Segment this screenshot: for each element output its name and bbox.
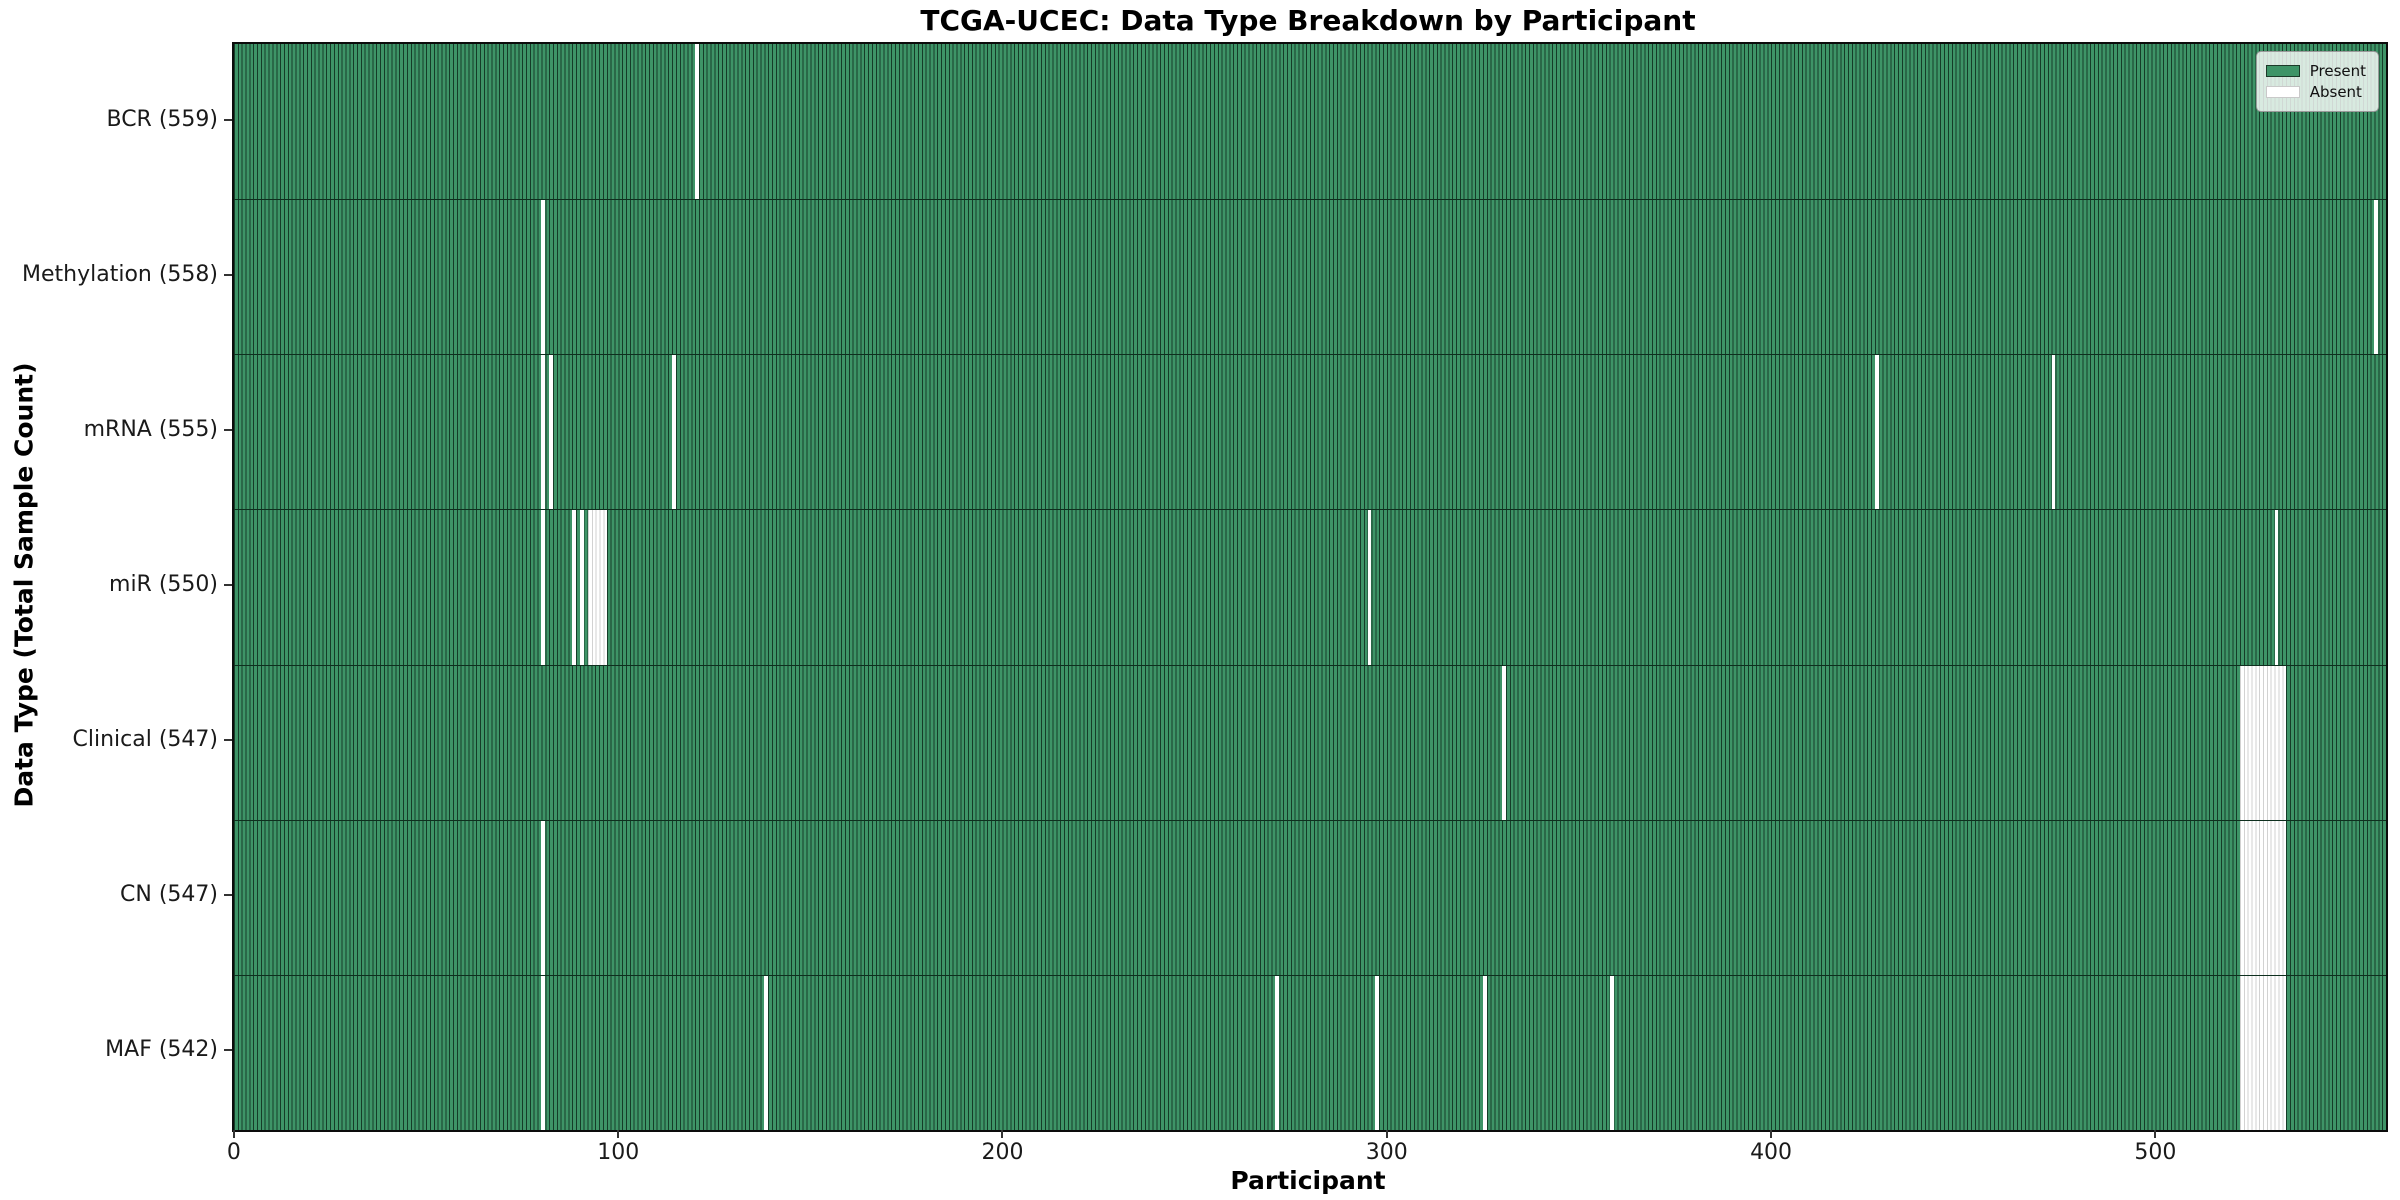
absent-gap [1275, 975, 1280, 1130]
absent-gap [2239, 665, 2287, 820]
y-tick-label: MAF (542) [105, 1037, 218, 1063]
absent-gap [541, 510, 546, 665]
row-clinical [234, 664, 2386, 820]
absent-gap [579, 510, 584, 665]
row-mir [234, 509, 2386, 665]
plot-area: Present Absent [232, 42, 2388, 1132]
x-tick-mark [1770, 1130, 1773, 1138]
x-tick-mark [1001, 1130, 1004, 1138]
absent-gap [541, 975, 546, 1130]
absent-gap [1609, 975, 1614, 1130]
y-tick-mark [224, 894, 232, 897]
absent-gap [541, 200, 546, 355]
y-tick-mark [224, 739, 232, 742]
legend-entry-present: Present [2265, 62, 2366, 80]
y-tick-label: mRNA (555) [83, 416, 218, 442]
absent-gap [1482, 975, 1487, 1130]
row-cn [234, 819, 2386, 975]
y-tick-mark [224, 1049, 232, 1052]
absent-gap [1367, 510, 1372, 665]
y-tick-mark [224, 118, 232, 121]
absent-gap [541, 820, 546, 975]
absent-gap [2374, 200, 2379, 355]
x-tick-label: 400 [1750, 1140, 1793, 1165]
x-axis-label: Participant [1230, 1166, 1386, 1195]
y-tick-label: miR (550) [109, 572, 218, 597]
absent-gap [549, 355, 553, 510]
y-tick-label: CN (547) [120, 882, 218, 908]
x-tick-mark [2154, 1130, 2157, 1138]
legend: Present Absent [2255, 51, 2379, 112]
row-mrna [234, 354, 2386, 510]
legend-label: Absent [2309, 83, 2362, 101]
y-tick-label: Clinical (547) [72, 727, 218, 753]
x-tick-label: 500 [2134, 1140, 2177, 1165]
y-tick-mark [224, 273, 232, 276]
absent-gap [695, 44, 699, 200]
x-tick-label: 200 [981, 1140, 1024, 1165]
y-tick-label: BCR (559) [106, 106, 218, 132]
legend-swatch-absent [2265, 86, 2300, 98]
absent-gap [1874, 355, 1879, 510]
absent-gap [2274, 510, 2279, 665]
absent-gap [672, 355, 676, 510]
absent-gap [764, 975, 769, 1130]
absent-gap [1502, 665, 1506, 820]
row-methylation [234, 199, 2386, 355]
legend-entry-absent: Absent [2265, 83, 2366, 101]
y-tick-label: Methylation (558) [22, 261, 218, 287]
x-tick-label: 100 [597, 1140, 640, 1165]
absent-gap [2239, 975, 2287, 1130]
row-bcr [234, 44, 2386, 200]
row-maf [234, 974, 2386, 1130]
absent-gap [1375, 975, 1380, 1130]
absent-gap [2051, 355, 2056, 510]
absent-gap [572, 510, 576, 665]
legend-label: Present [2309, 62, 2366, 80]
chart-title: TCGA-UCEC: Data Type Breakdown by Partic… [920, 4, 1696, 37]
y-tick-mark [224, 428, 232, 431]
legend-swatch-present [2265, 65, 2300, 77]
x-tick-label: 0 [226, 1140, 241, 1165]
x-tick-mark [1385, 1130, 1388, 1138]
y-tick-mark [224, 584, 232, 586]
absent-gap [541, 355, 546, 510]
absent-gap [2239, 820, 2287, 975]
absent-gap [587, 510, 607, 665]
x-tick-mark [617, 1130, 620, 1138]
x-tick-label: 300 [1365, 1140, 1408, 1165]
x-tick-mark [232, 1130, 235, 1138]
